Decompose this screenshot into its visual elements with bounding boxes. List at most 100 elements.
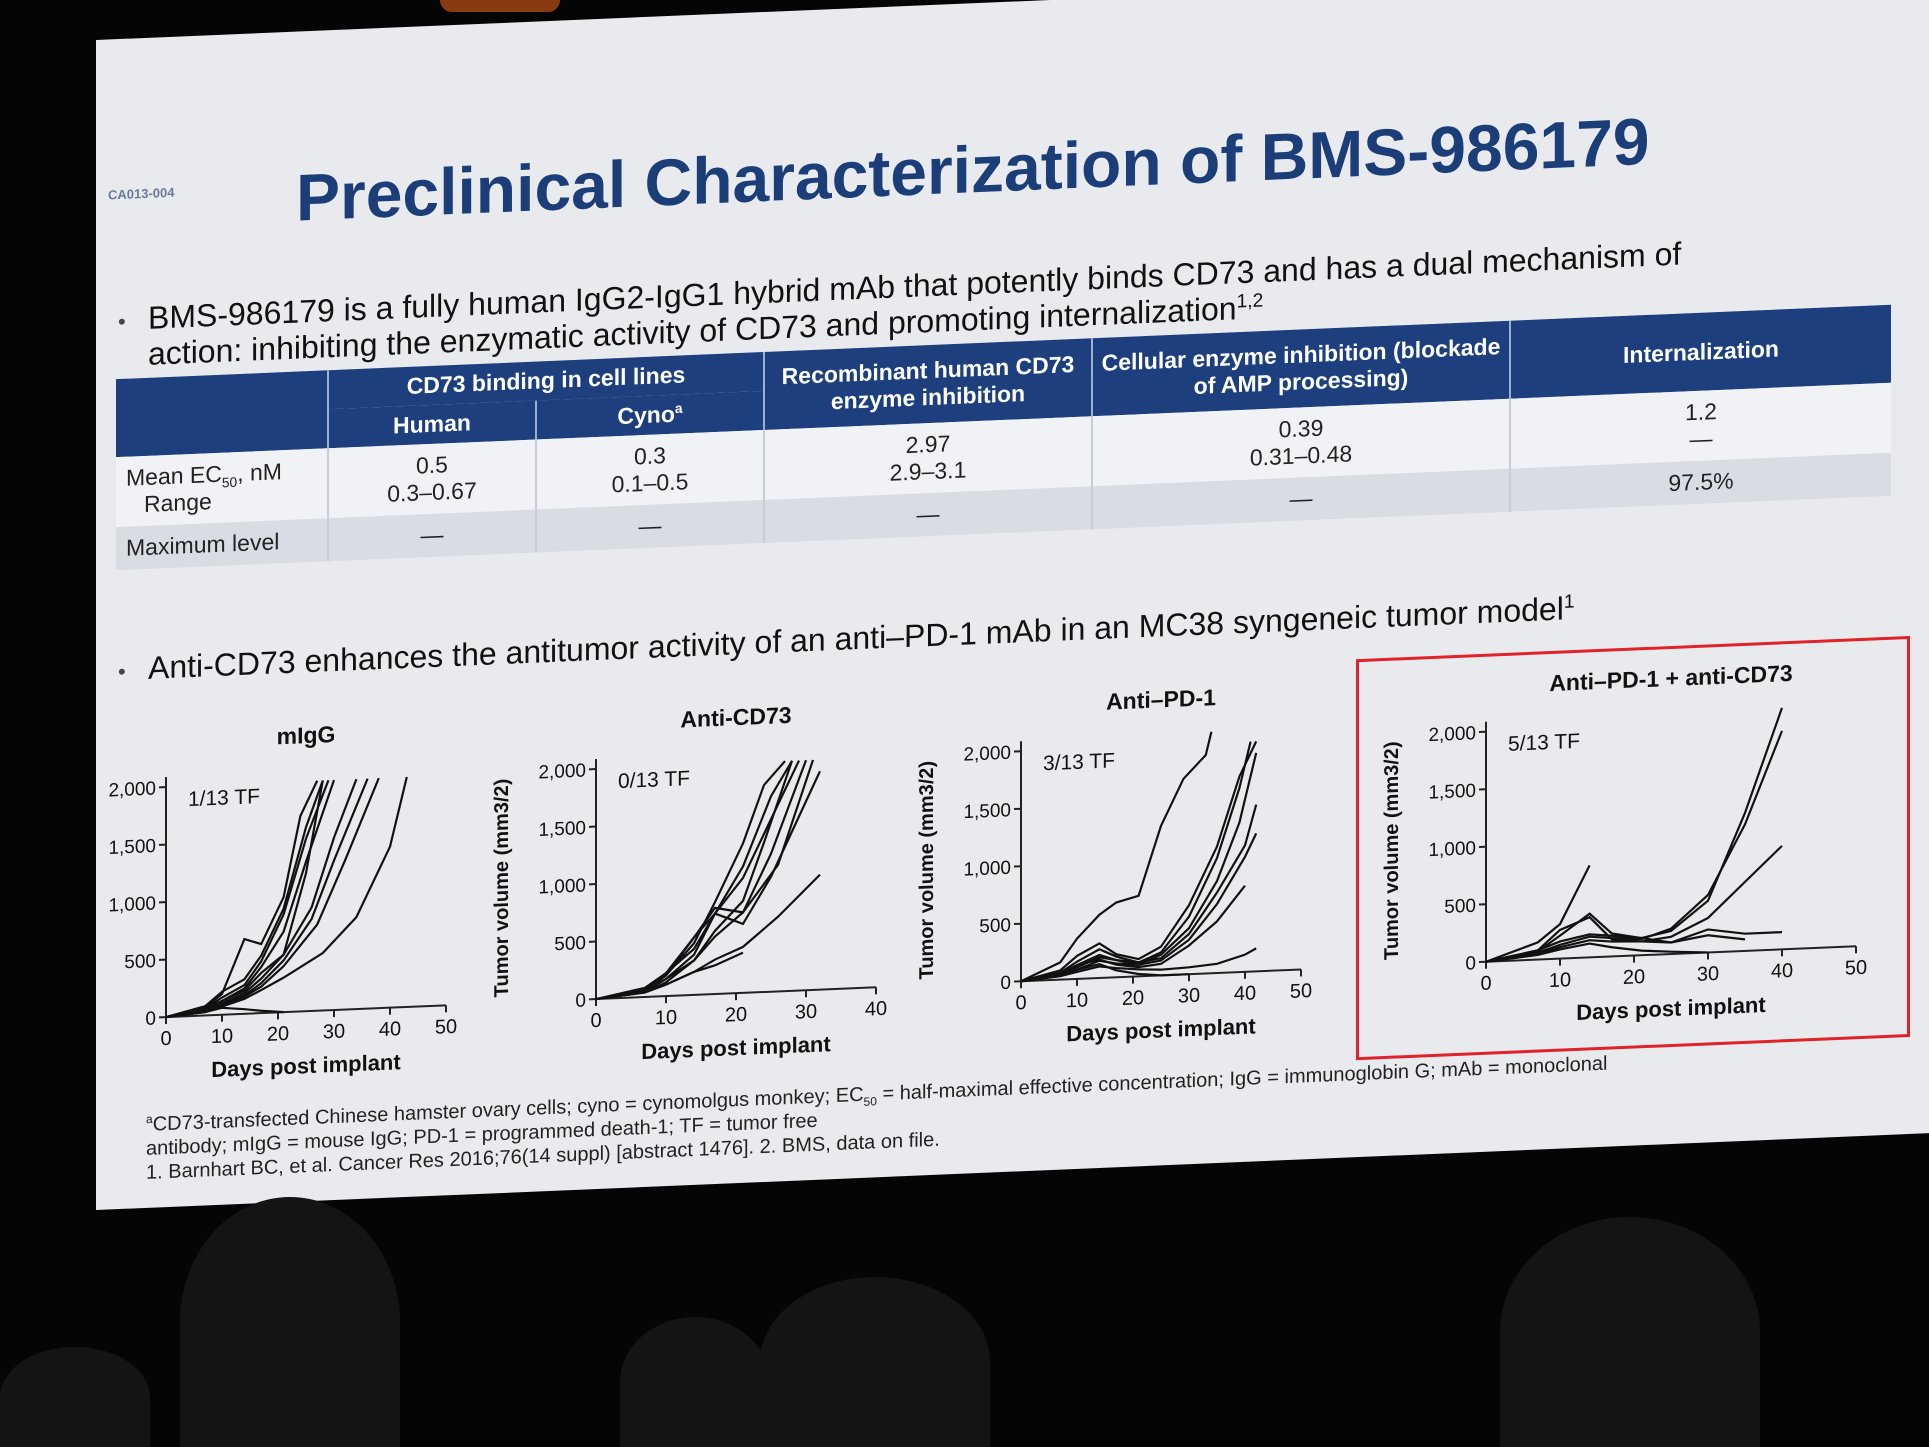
row-label-mean-sub: 50 [221, 474, 238, 491]
x-axis-label: Days post implant [1066, 1013, 1256, 1046]
y-tick-label: 1,500 [963, 800, 1011, 823]
audience-head [1500, 1217, 1760, 1447]
tumor-growth-line [1485, 707, 1784, 963]
tumor-growth-line [595, 759, 808, 1001]
x-tick-label: 10 [211, 1025, 233, 1048]
y-tick-label: 500 [124, 951, 156, 973]
chart-migg: mIgG 0 500 1,000 1,500 2,000 0 10 20 30 40 50 Days p… [108, 721, 457, 1082]
footnote-1-sub: 50 [863, 1094, 877, 1109]
audience-head [760, 1277, 990, 1447]
row-label-mean-b: , nM [237, 458, 282, 487]
tf-annotation: 1/13 TF [188, 785, 260, 811]
x-tick-label: 50 [435, 1016, 457, 1039]
tumor-growth-line [595, 951, 744, 1001]
y-tick-label: 1,000 [963, 858, 1011, 881]
header-blank-cell [116, 370, 328, 458]
human-max: — [328, 509, 536, 562]
y-tick-label: 0 [575, 990, 586, 1011]
x-tick-label: 0 [590, 1010, 601, 1032]
x-tick-label: 50 [1290, 980, 1312, 1003]
y-axis-label: Tumor volume (mm3/2) [491, 778, 513, 997]
x-axis-label: Days post implant [211, 1049, 401, 1082]
tf-annotation: 0/13 TF [618, 767, 690, 793]
tumor-growth-line [1485, 864, 1591, 963]
tumor-growth-line [1485, 730, 1784, 963]
tumor-growth-line [1020, 962, 1189, 983]
x-tick-label: 10 [655, 1007, 677, 1030]
audience-head [620, 1317, 770, 1447]
tf-annotation: 5/13 TF [1508, 730, 1580, 756]
y-tick-label: 500 [1444, 896, 1476, 918]
highlight-box [1356, 635, 1910, 1061]
x-tick-label: 40 [865, 998, 887, 1021]
tumor-growth-line [165, 777, 380, 1019]
stage-light [440, 0, 560, 12]
tumor-growth-line [1020, 947, 1257, 983]
y-axis-label: Tumor volume (mm3/2) [1381, 741, 1403, 960]
audience-head [0, 1347, 150, 1447]
tumor-growth-line [165, 1006, 284, 1019]
y-axis-label: Tumor volume (mm3/2) [916, 760, 938, 979]
x-axis [1486, 945, 1856, 963]
x-tick-label: 20 [1122, 987, 1144, 1010]
y-tick-label: 1,000 [108, 893, 156, 916]
y-tick-label: 0 [1465, 953, 1476, 974]
x-tick-label: 30 [795, 1001, 817, 1024]
x-tick-label: 50 [1845, 957, 1867, 980]
row-label-mean-a: Mean EC [126, 460, 222, 491]
x-tick-label: 20 [725, 1004, 747, 1027]
footnote-1-mark: a [146, 1111, 153, 1127]
y-tick-label: 500 [554, 933, 586, 955]
tumor-growth-line [165, 779, 330, 1019]
tumor-growth-line [165, 778, 369, 1019]
bullet-dot: • [118, 658, 126, 685]
tumor-growth-line [1485, 845, 1783, 963]
bullet-dot: • [118, 308, 126, 335]
x-tick-label: 10 [1549, 969, 1571, 992]
tumor-growth-line [1485, 942, 1709, 963]
y-tick-label: 1,000 [538, 875, 586, 898]
bullet2-text: Anti-CD73 enhances the antitumor activit… [148, 590, 1564, 686]
tumor-growth-line [1020, 741, 1252, 983]
x-axis-label: Days post implant [641, 1031, 831, 1064]
tumor-growth-line [165, 780, 319, 1019]
tumor-growth-line [1020, 752, 1258, 983]
tumor-growth-line [595, 873, 821, 1001]
tumor-growth-line [595, 760, 793, 1001]
slide-code: CA013-004 [108, 184, 175, 203]
y-tick-label: 0 [145, 1008, 156, 1029]
header-recombinant: Recombinant human CD73 enzyme inhibition [764, 338, 1092, 431]
y-tick-label: 1,500 [1428, 781, 1476, 804]
slide-title: Preclinical Characterization of BMS-9861… [296, 103, 1650, 235]
x-tick-label: 40 [1771, 960, 1793, 983]
x-tick-label: 20 [267, 1023, 289, 1046]
tumor-growth-line [165, 779, 336, 1019]
tumor-growth-line [1020, 884, 1246, 983]
chart-title: Anti–PD-1 [1106, 684, 1216, 715]
y-tick-label: 0 [1000, 973, 1011, 994]
chart-title: Anti-CD73 [680, 702, 791, 733]
tumor-growth-line [1020, 731, 1213, 983]
x-axis [166, 1004, 446, 1019]
tumor-growth-line [1485, 912, 1746, 963]
cyno-max: — [536, 500, 764, 553]
x-tick-label: 30 [1178, 985, 1200, 1008]
y-tick-label: 2,000 [108, 778, 156, 801]
tumor-growth-line [1485, 915, 1782, 963]
plot-anti-cd73: Anti-CD73 0 500 1,000 1,500 2,000 0 10 20 30 40 Day… [486, 696, 916, 1089]
row-label-mean: Mean EC50, nM Range [116, 448, 328, 528]
chart-anti-cd73: Anti-CD73 0 500 1,000 1,500 2,000 0 10 20 30 40 Day… [491, 702, 887, 1064]
y-tick-label: 1,000 [1428, 838, 1476, 861]
y-tick-label: 1,500 [538, 818, 586, 841]
plot-migg: mIgG 0 500 1,000 1,500 2,000 0 10 20 30 40 50 Days p… [96, 714, 486, 1107]
header-cyno-label: Cyno [617, 400, 675, 430]
y-tick-label: 500 [979, 915, 1011, 937]
header-cyno-mark: a [674, 400, 683, 417]
x-tick-label: 30 [1697, 963, 1719, 986]
audience-head [180, 1197, 400, 1447]
plot-anti-pd1: Anti–PD-1 0 500 1,000 1,500 2,000 0 10 20 30 40 50 D… [911, 678, 1341, 1071]
cell-cyno-mean: 0.3 0.1–0.5 [536, 430, 764, 510]
x-tick-label: 0 [1480, 973, 1491, 995]
x-tick-label: 10 [1066, 989, 1088, 1012]
bullet1-ref: 1,2 [1236, 290, 1264, 313]
